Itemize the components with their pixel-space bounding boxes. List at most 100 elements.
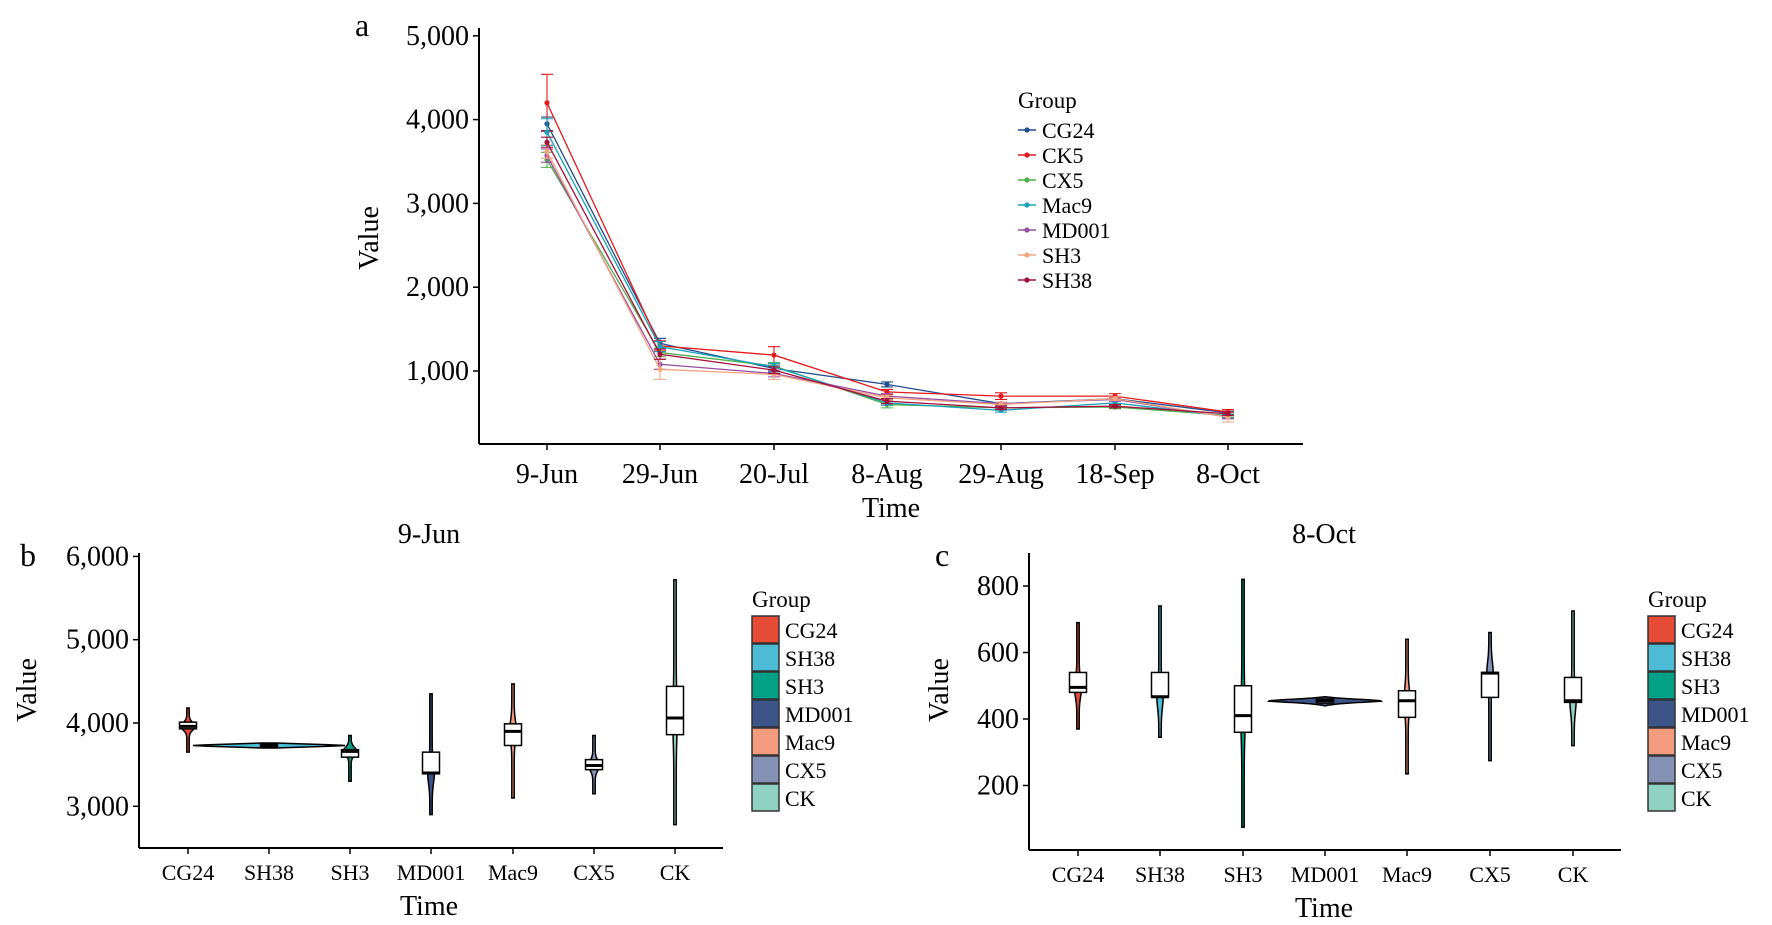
legend-item: CG24: [1647, 615, 1734, 644]
legend-label: MD001: [785, 702, 853, 727]
legend-swatch-icon: [751, 699, 780, 728]
panel-a: a 1,000 2,000 3,000 4,000 5,000 9-Jun 29-Jun 20-…: [354, 7, 1303, 524]
panel-label: c: [935, 537, 949, 573]
legend-item: Mac9: [1647, 727, 1731, 756]
legend-label: MD001: [1681, 702, 1749, 727]
box: [1068, 671, 1088, 694]
legend-label: SH3: [1042, 243, 1081, 268]
legend-swatch-icon: [1647, 671, 1676, 700]
violin-CG24: [178, 707, 198, 753]
y-tick-label: 400: [977, 704, 1019, 735]
x-tick-label: 20-Jul: [739, 459, 809, 490]
x-tick-label: SH38: [1135, 862, 1185, 887]
legend-label: SH38: [785, 646, 835, 671]
violin-Mac9: [1397, 638, 1417, 775]
y-tick-label: 5,000: [406, 21, 469, 52]
x-tick-label: MD001: [397, 860, 465, 885]
legend-label: Mac9: [1042, 193, 1092, 218]
violin-CK: [1563, 610, 1583, 747]
legend-title: Group: [752, 587, 811, 612]
legend-point-icon: [1024, 227, 1030, 233]
legend-item: CX5: [1018, 168, 1084, 193]
legend-item: CG24: [1018, 118, 1095, 143]
x-tick-label: 9-Jun: [516, 459, 578, 490]
legend-label: CG24: [1042, 118, 1095, 143]
y-tick-label: 2,000: [406, 272, 469, 303]
y-tick-label: 6,000: [66, 541, 129, 572]
y-tick-label: 1,000: [406, 356, 469, 387]
y-tick-label: 200: [977, 771, 1019, 802]
y-tick-label: 3,000: [406, 188, 469, 219]
data-point: [657, 344, 663, 350]
series-line: [546, 151, 1229, 418]
box: [503, 723, 523, 747]
y-tick-label: 4,000: [66, 708, 129, 739]
legend-label: CG24: [785, 618, 838, 643]
legend-swatch-icon: [1647, 699, 1676, 728]
legend-item: SH3: [751, 671, 824, 700]
legend-swatch-icon: [1647, 643, 1676, 672]
x-tick-label: 29-Aug: [958, 459, 1044, 490]
data-point: [544, 129, 550, 135]
series-SH3: [541, 144, 1234, 423]
y-axis-title: Value: [354, 206, 385, 270]
box: [1563, 676, 1583, 704]
legend-swatch-icon: [751, 615, 780, 644]
legend-title: Group: [1648, 587, 1707, 612]
legend-item: Mac9: [1018, 193, 1092, 218]
violin-MD001: [421, 693, 441, 816]
x-tick-label: CK: [1558, 862, 1589, 887]
legend-item: SH38: [1018, 268, 1092, 293]
legend-item: MD001: [1018, 218, 1110, 243]
legend-swatch-icon: [751, 671, 780, 700]
data-point: [1112, 403, 1118, 409]
legend-point-icon: [1024, 202, 1030, 208]
x-tick-label: 8-Aug: [851, 459, 923, 490]
legend-item: CG24: [751, 615, 838, 644]
box: [1150, 671, 1170, 699]
legend-point-icon: [1024, 127, 1030, 133]
panel-label: a: [355, 7, 369, 43]
data-point: [1225, 411, 1231, 417]
legend-point-icon: [1024, 277, 1030, 283]
legend-label: CX5: [1681, 758, 1723, 783]
box: [1480, 671, 1500, 699]
x-axis-title: Time: [400, 891, 458, 922]
panel-b: b 9-Jun 3,000 4,000 5,000 6,000 CG24 CG24 SH38 SH…: [12, 519, 853, 922]
data-point: [544, 139, 550, 145]
legend-label: SH3: [785, 674, 824, 699]
legend-label: SH38: [1681, 646, 1731, 671]
violin-SH38: [1150, 605, 1170, 739]
violin-shape: [342, 734, 358, 783]
series-line: [546, 102, 1229, 413]
data-point: [771, 367, 777, 373]
legend-label: Mac9: [1681, 730, 1731, 755]
plot-title: 8-Oct: [1292, 519, 1356, 550]
legend-label: SH38: [1042, 268, 1092, 293]
data-point: [998, 405, 1004, 411]
legend-item: SH3: [1647, 671, 1720, 700]
violin-shape: [180, 707, 196, 753]
legend-swatch-icon: [751, 755, 780, 784]
y-tick-label: 800: [977, 571, 1019, 602]
x-tick-label: CX5: [573, 860, 615, 885]
x-tick-label: CG24: [1052, 862, 1105, 887]
data-point: [544, 100, 550, 106]
legend-item: CK: [751, 783, 816, 812]
legend-swatch-icon: [1647, 755, 1676, 784]
legend-item: CK: [1647, 783, 1712, 812]
legend-label: SH3: [1681, 674, 1720, 699]
legend-item: SH38: [751, 643, 835, 672]
x-tick-label: CG24: [162, 860, 215, 885]
legend-swatch-icon: [1647, 727, 1676, 756]
violin-CG24: [1068, 621, 1088, 730]
series-CX5: [541, 151, 1234, 419]
y-tick-label: 5,000: [66, 625, 129, 656]
data-point: [884, 381, 890, 388]
legend-label: MD001: [1042, 218, 1110, 243]
series-CK5: [541, 73, 1234, 416]
legend-item: CK5: [1018, 143, 1084, 168]
panel-label: b: [20, 537, 36, 573]
x-tick-label: SH3: [330, 860, 369, 885]
plot-title: 9-Jun: [398, 519, 460, 550]
